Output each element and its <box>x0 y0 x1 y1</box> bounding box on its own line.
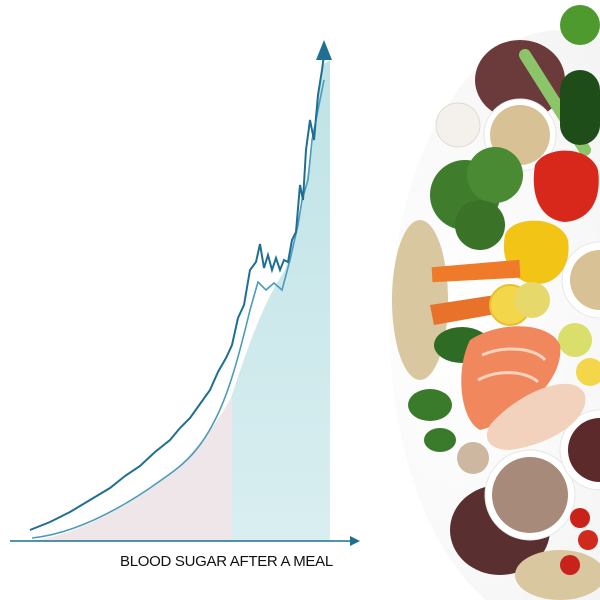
glucose-curve <box>29 54 325 531</box>
glucose-curve-light <box>31 79 325 539</box>
caption: BLOOD SUGAR AFTER A MEAL <box>120 553 333 570</box>
pink-area <box>30 395 232 541</box>
axis-arrowhead <box>350 536 360 546</box>
food-photo <box>390 5 600 600</box>
teal-area <box>232 60 330 541</box>
curve-arrowhead <box>316 40 332 60</box>
